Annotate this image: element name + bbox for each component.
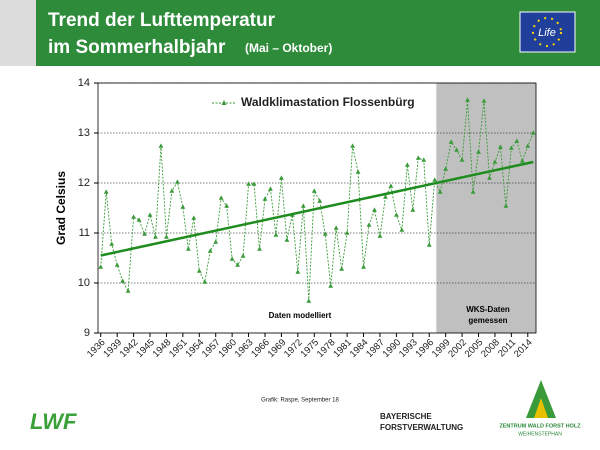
credit: Grafik: Raspe, September 18 — [261, 398, 339, 404]
title-line: Trend der Lufttemperatur — [48, 10, 276, 31]
logo-bayern: FORSTVERWALTUNG — [380, 423, 463, 432]
y-tick-label: 11 — [79, 227, 90, 239]
y-tick-label: 10 — [78, 277, 90, 289]
annotation: Daten modelliert — [269, 311, 332, 320]
eu-logo-text: Life — [538, 27, 556, 39]
title-line: im Sommerhalbjahr — [48, 37, 226, 58]
annotation: WKS-Daten — [466, 305, 510, 314]
shaded-region — [436, 83, 536, 333]
logo-lwf: LWF — [30, 409, 77, 434]
annotation: gemessen — [468, 316, 507, 325]
logo-zentrum: ZENTRUM WALD FORST HOLZ — [499, 423, 581, 429]
y-tick-label: 12 — [78, 177, 90, 189]
title-note: (Mai – Oktober) — [245, 41, 332, 55]
legend-label: Waldklimastation Flossenbürg — [241, 95, 415, 109]
y-tick-label: 9 — [84, 327, 90, 339]
y-tick-label: 13 — [78, 127, 90, 139]
y-tick-label: 14 — [78, 77, 90, 89]
logo-zentrum: WEIHENSTEPHAN — [518, 431, 562, 437]
logo-bayern: BAYERISCHE — [380, 412, 432, 421]
y-axis-label: Grad Celsius — [54, 171, 68, 245]
